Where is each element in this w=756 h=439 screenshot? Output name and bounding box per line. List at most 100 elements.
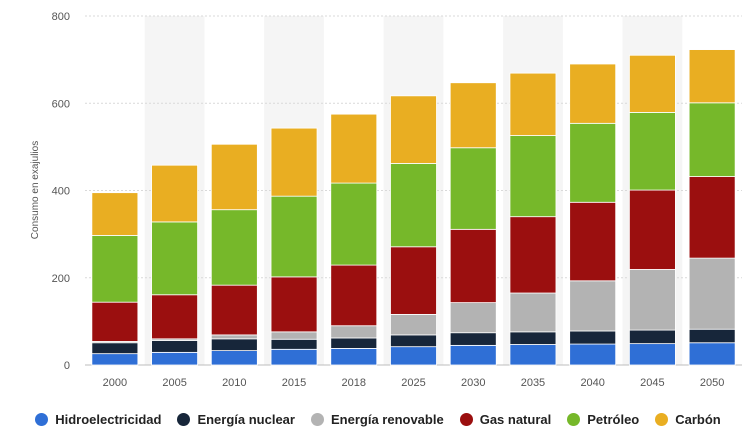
bar-segment-carbon bbox=[270, 127, 318, 197]
bar-segment-petroleo bbox=[270, 195, 318, 278]
legend-marker bbox=[567, 413, 581, 426]
bar-segment-energia-renovable bbox=[569, 280, 617, 332]
legend-label: Carbón bbox=[675, 412, 721, 427]
legend-item[interactable]: Energía renovable bbox=[310, 412, 444, 427]
x-tick-label: 2045 bbox=[640, 377, 664, 389]
legend-item[interactable]: Carbón bbox=[655, 412, 721, 427]
bar-segment-gas-natural bbox=[91, 301, 139, 342]
bar-segment-gas-natural bbox=[210, 284, 258, 336]
legend-item[interactable]: Energía nuclear bbox=[177, 412, 295, 427]
bar-segment-gas-natural bbox=[330, 264, 378, 327]
bar-segment-energia-renovable bbox=[629, 269, 676, 331]
bar-segment-hidroelectricidad bbox=[569, 343, 617, 366]
bar-segment-petroleo bbox=[330, 182, 378, 266]
bar-segment-energia-nuclear bbox=[330, 337, 378, 349]
x-tick-label: 2010 bbox=[222, 377, 246, 389]
bar-segment-hidroelectricidad bbox=[390, 346, 437, 366]
x-tick-label: 2040 bbox=[580, 377, 604, 389]
legend-marker bbox=[177, 413, 191, 426]
bar-segment-hidroelectricidad bbox=[91, 353, 139, 366]
bar-segment-petroleo bbox=[91, 235, 139, 303]
y-tick-label: 200 bbox=[52, 273, 70, 285]
bar-segment-energia-nuclear bbox=[688, 328, 736, 344]
y-tick-label: 600 bbox=[52, 98, 70, 110]
bar-segment-petroleo bbox=[449, 147, 497, 230]
bar-segment-energia-nuclear bbox=[210, 338, 258, 352]
y-tick-labels: 0 200 400 600 800 bbox=[52, 11, 70, 372]
bar-segment-hidroelectricidad bbox=[210, 350, 258, 366]
x-tick-labels: 2000 2005 2010 2015 2018 2025 2030 2035 2040 2045… bbox=[103, 377, 725, 389]
bar-segment-energia-nuclear bbox=[91, 342, 139, 355]
legend-marker bbox=[35, 413, 49, 426]
bar-segment-gas-natural bbox=[509, 216, 557, 294]
bar-segment-gas-natural bbox=[390, 246, 437, 315]
x-tick-label: 2030 bbox=[461, 377, 485, 389]
legend-label: Gas natural bbox=[479, 412, 552, 427]
bar-segment-energia-renovable bbox=[688, 257, 736, 330]
legend-label: Petróleo bbox=[587, 412, 640, 427]
bar-segment-petroleo bbox=[629, 112, 676, 191]
bar-segment-hidroelectricidad bbox=[330, 348, 378, 366]
legend-label: Energía nuclear bbox=[197, 412, 295, 427]
bar-segment-hidroelectricidad bbox=[449, 344, 497, 366]
bar-segment-energia-nuclear bbox=[270, 338, 318, 350]
bar-segment-petroleo bbox=[210, 209, 258, 286]
x-tick-label: 2025 bbox=[401, 377, 425, 389]
bar-segment-petroleo bbox=[390, 163, 437, 248]
bar-segment-energia-nuclear bbox=[509, 331, 557, 345]
bar-segment-gas-natural bbox=[569, 201, 617, 282]
bar-segment-energia-renovable bbox=[509, 292, 557, 333]
bar-segment-energia-nuclear bbox=[151, 340, 198, 353]
bar-segment-carbon bbox=[569, 63, 617, 124]
bar-segment-hidroelectricidad bbox=[688, 342, 736, 366]
bar-segment-gas-natural bbox=[151, 294, 198, 340]
bar-segment-carbon bbox=[629, 54, 676, 113]
x-tick-label: 2035 bbox=[521, 377, 545, 389]
y-axis-title: Consumo en exajulios bbox=[30, 141, 41, 239]
legend-label: Hidroelectricidad bbox=[55, 412, 162, 427]
bar-segment-petroleo bbox=[569, 122, 617, 203]
x-tick-label: 2015 bbox=[282, 377, 306, 389]
bars bbox=[91, 49, 736, 366]
bar-segment-gas-natural bbox=[270, 276, 318, 333]
bar-segment-hidroelectricidad bbox=[629, 343, 676, 366]
legend-item[interactable]: Hidroelectricidad bbox=[35, 412, 161, 427]
y-tick-label: 800 bbox=[52, 11, 70, 23]
bar-segment-energia-renovable bbox=[210, 334, 258, 340]
legend-label: Energía renovable bbox=[330, 412, 444, 427]
legend-item[interactable]: Gas natural bbox=[459, 412, 552, 427]
x-tick-label: 2000 bbox=[103, 377, 127, 389]
bar-segment-carbon bbox=[151, 164, 198, 223]
bar-segment-hidroelectricidad bbox=[151, 351, 198, 366]
bar-segment-petroleo bbox=[151, 221, 198, 296]
x-tick-label: 2005 bbox=[162, 377, 186, 389]
x-tick-label: 2018 bbox=[342, 377, 366, 389]
bar-segment-carbon bbox=[330, 113, 378, 184]
legend-marker bbox=[310, 413, 324, 426]
bar-segment-energia-renovable bbox=[270, 331, 318, 340]
bar-segment-carbon bbox=[210, 143, 258, 211]
bar-segment-hidroelectricidad bbox=[270, 348, 318, 366]
legend: Hidroelectricidad Energía nuclear Energía … bbox=[0, 412, 756, 427]
bar-segment-energia-renovable bbox=[330, 325, 378, 339]
bar-segment-energia-nuclear bbox=[629, 329, 676, 345]
bar-segment-energia-nuclear bbox=[569, 330, 617, 345]
bar-segment-energia-nuclear bbox=[390, 334, 437, 348]
bar-segment-energia-renovable bbox=[390, 313, 437, 336]
bar-segment-carbon bbox=[390, 95, 437, 164]
bar-segment-hidroelectricidad bbox=[509, 344, 557, 366]
bar-segment-petroleo bbox=[688, 102, 736, 177]
legend-item[interactable]: Petróleo bbox=[567, 412, 639, 427]
legend-marker bbox=[655, 413, 669, 426]
bar-segment-energia-renovable bbox=[449, 302, 497, 334]
bar-segment-carbon bbox=[688, 49, 736, 104]
bar-segment-carbon bbox=[449, 82, 497, 149]
y-tick-label: 400 bbox=[52, 186, 70, 198]
bar-segment-gas-natural bbox=[688, 176, 736, 259]
x-tick-label: 2050 bbox=[700, 377, 724, 389]
bar-segment-petroleo bbox=[509, 135, 557, 218]
legend-marker bbox=[459, 413, 473, 426]
bar-segment-carbon bbox=[509, 72, 557, 136]
bar-segment-gas-natural bbox=[449, 228, 497, 304]
